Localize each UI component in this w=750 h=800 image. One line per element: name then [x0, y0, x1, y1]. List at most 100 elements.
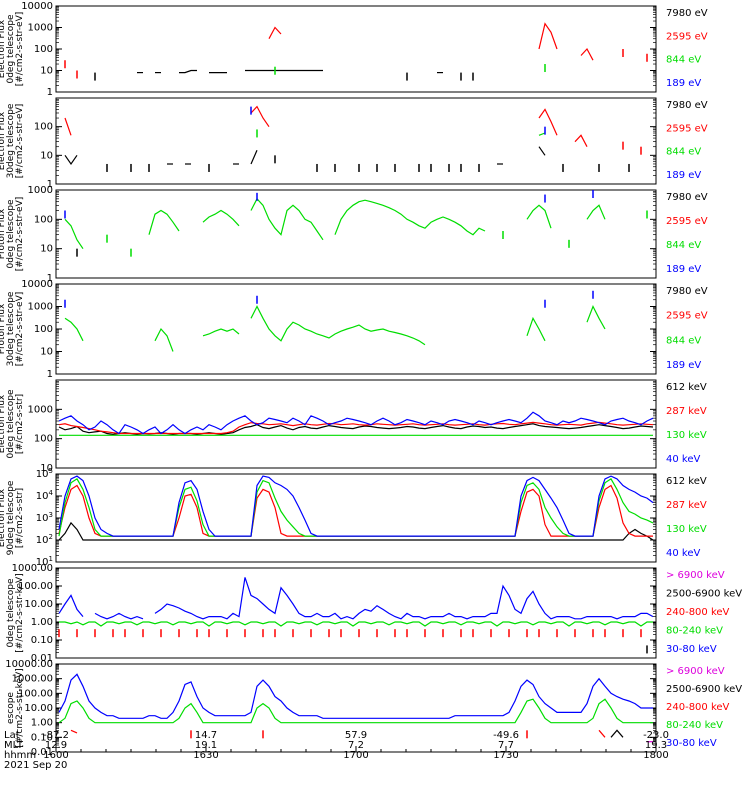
legend-entry: 844 eV	[666, 335, 701, 346]
hhmm-row-label: hhmm	[4, 750, 36, 761]
y-tick-label: 10.00	[24, 599, 53, 610]
x-tick-label: 19.3	[645, 740, 667, 751]
series-240-800-kev	[70, 729, 606, 739]
series-line	[64, 117, 72, 136]
series-240-800-kev	[58, 629, 642, 638]
legend-entry: 130 keV	[666, 524, 707, 535]
y-tick-label: 10000	[21, 279, 53, 290]
x-tick-label: 19.1	[195, 740, 217, 751]
legend-entry: 2500-6900 keV	[666, 589, 742, 600]
series-line	[58, 594, 84, 617]
series-80-240-kev	[58, 698, 653, 724]
series-844-ev	[64, 197, 648, 257]
y-tick-label: 10	[40, 244, 53, 255]
y-tick-label: 102	[36, 533, 53, 546]
legend-entry: 240-800 keV	[666, 607, 730, 618]
y-axis-label: 90deg telescope	[6, 480, 16, 555]
y-tick-label: 10	[40, 463, 53, 474]
y-tick-label: 100	[34, 44, 53, 55]
x-tick-label: 1600	[43, 750, 68, 761]
y-tick-label: 1	[47, 369, 53, 380]
series-line	[154, 577, 654, 620]
y-tick-label: 1000	[28, 23, 53, 34]
x-tick-label: 1700	[343, 750, 368, 761]
lat-row-label: Lat	[4, 730, 20, 741]
y-axis-label: escope	[6, 692, 16, 724]
y-tick-label: 1000	[28, 404, 53, 415]
series-line	[526, 204, 552, 229]
y-tick-label: 10	[40, 66, 53, 77]
panel-8: 0.01 0.10 1.00 10.00 100.00 1000.00 10000.00 es…	[5, 659, 742, 758]
x-tick-label: 1800	[643, 750, 668, 761]
panel-frame	[55, 567, 657, 659]
legend-entry: > 6900 keV	[666, 570, 725, 581]
panel-frame	[55, 5, 657, 93]
series-287-kev	[58, 484, 653, 537]
y-tick-label: 1000.00	[12, 674, 53, 685]
series-line	[64, 317, 84, 342]
y-axis-label: [#/cm2-s-str-eV]	[15, 197, 25, 272]
mlt-row-label: MLT	[4, 740, 24, 751]
y-axis-label: [#/cm2-s-str-keV]	[15, 573, 25, 652]
series-line	[334, 199, 486, 236]
y-axis-label: Electron Flux	[0, 394, 7, 453]
series-line	[586, 305, 606, 330]
y-tick-label: 100	[34, 324, 53, 335]
legend-entry: 80-240 keV	[666, 720, 723, 731]
series-line	[64, 218, 84, 250]
y-axis-label: 30deg telescope	[6, 291, 16, 366]
series-line	[179, 69, 197, 74]
legend-entry: 844 eV	[666, 240, 701, 251]
y-axis-label: Proton Flux	[0, 303, 7, 354]
series-7980-ev	[94, 69, 474, 81]
series-line	[58, 521, 654, 541]
y-axis-label: [#/cm2-s-str]	[15, 488, 25, 548]
y-axis-label: 0deg telescope	[6, 389, 16, 459]
series-line	[586, 204, 606, 220]
date-label: 2021 Sep 20	[4, 760, 67, 771]
series-line	[59, 621, 653, 627]
y-tick-label: 0.10	[31, 732, 53, 743]
legend-entry: 7980 eV	[666, 286, 708, 297]
legend-entry: 7980 eV	[666, 100, 708, 111]
y-tick-label: 1.00	[31, 617, 53, 628]
y-axis-label: 0deg telescope	[6, 578, 16, 648]
legend-entry: 287 keV	[666, 500, 707, 511]
legend-entry: 189 eV	[666, 170, 701, 181]
series-40-kev	[58, 411, 654, 435]
series-line	[58, 411, 654, 435]
panel-3: 1 10 100 1000 Proton Flux 0deg telescope [#/cm…	[0, 185, 708, 284]
y-axis-label: [#/cm2-s-str-eV]	[15, 12, 25, 87]
x-tick-label: 7.2	[348, 740, 364, 751]
series-line	[58, 698, 653, 724]
x-tick-label: 12.9	[45, 740, 67, 751]
y-tick-label: 10.00	[24, 703, 53, 714]
panel-frame	[55, 283, 657, 375]
panel-4: 1 10 100 1000 10000 Proton Flux 30deg telescop…	[0, 279, 708, 380]
legend-entry: 2500-6900 keV	[666, 684, 742, 695]
y-tick-label: 10	[40, 150, 53, 161]
y-axis-label: [#/cm2-s-str-eV]	[15, 104, 25, 179]
series-189-ev	[64, 190, 594, 219]
series-line	[58, 673, 653, 719]
legend-entry: 844 eV	[666, 147, 701, 158]
x-tick-label: -87.2	[43, 730, 69, 741]
legend-entry: 80-240 keV	[666, 626, 723, 637]
legend-entry: 2595 eV	[666, 31, 708, 42]
y-axis-label: Electron Flux	[0, 488, 7, 547]
y-tick-label: 0.10	[31, 635, 53, 646]
y-axis-label: Electron Flux	[0, 19, 7, 78]
series-line	[202, 209, 240, 227]
series-80-240-kev	[59, 621, 653, 627]
series-line	[64, 154, 78, 166]
y-axis-label: 30deg telescope	[6, 103, 16, 178]
series-line	[610, 729, 624, 738]
legend-entry: 130 keV	[666, 430, 707, 441]
legend-entry: 240-800 keV	[666, 702, 730, 713]
series-844-ev	[274, 64, 546, 75]
y-tick-label: 0.01	[31, 747, 53, 758]
series-612-kev	[58, 423, 654, 436]
